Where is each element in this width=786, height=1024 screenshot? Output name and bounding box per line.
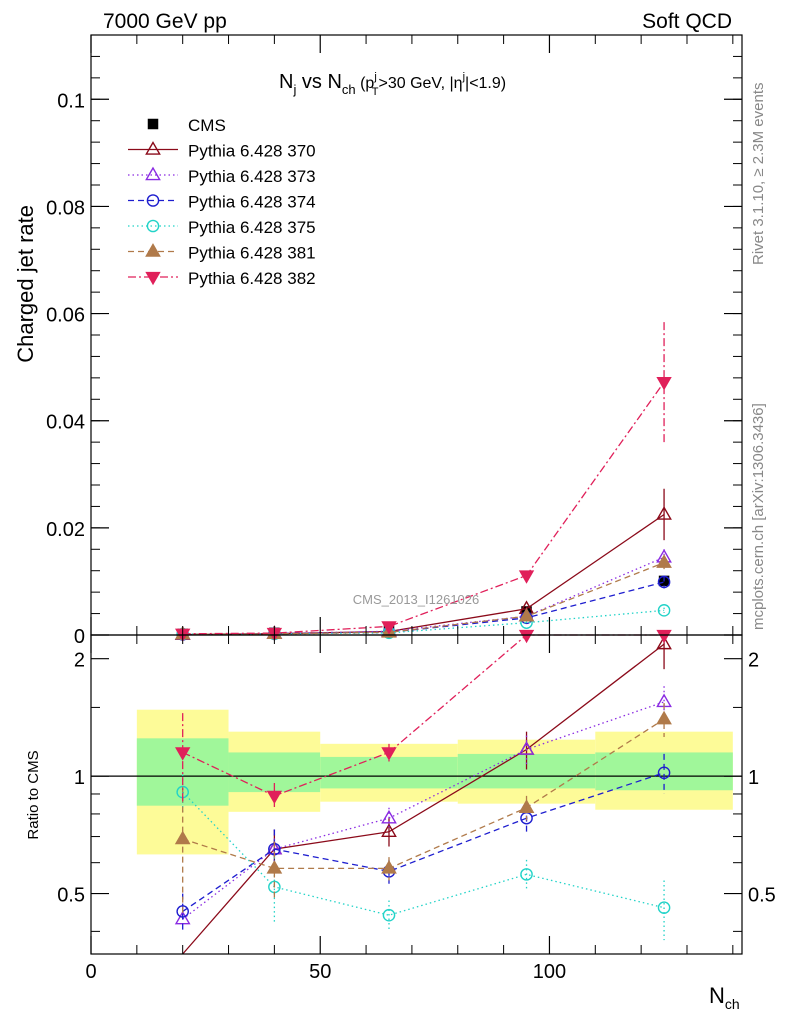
mcplots-source-label: mcplots.cern.ch [arXiv:1306.3436] bbox=[750, 403, 767, 630]
ratio-tick-label: 1 bbox=[74, 767, 85, 789]
x-tick-label: 50 bbox=[309, 961, 331, 983]
legend-marker bbox=[148, 119, 159, 130]
y-tick-label: 0.06 bbox=[46, 305, 85, 327]
legend-item-p373: Pythia 6.428 373 bbox=[128, 167, 316, 186]
ratio-tick-label-right: 2 bbox=[748, 650, 759, 672]
x-axis-label: Nch bbox=[709, 983, 740, 1012]
legend-marker bbox=[146, 272, 159, 284]
series-line-p374 bbox=[183, 582, 664, 635]
legend-label: Pythia 6.428 374 bbox=[188, 193, 316, 212]
data-point-p382 bbox=[657, 378, 670, 390]
legend-label: Pythia 6.428 381 bbox=[188, 244, 316, 263]
y-tick-label: 0.04 bbox=[46, 412, 85, 434]
legend-item-p370: Pythia 6.428 370 bbox=[128, 142, 316, 161]
legend-label: CMS bbox=[188, 116, 226, 135]
ratio-tick-label-right: 0.5 bbox=[748, 885, 776, 907]
legend-item-p382: Pythia 6.428 382 bbox=[128, 269, 316, 288]
top-y-axis-label: Charged jet rate bbox=[13, 205, 38, 363]
ratio-tick-label: 2 bbox=[74, 650, 85, 672]
legend-marker bbox=[146, 245, 159, 257]
y-tick-label: 0.1 bbox=[57, 90, 85, 112]
ratio-y-axis-label: Ratio to CMS bbox=[25, 750, 42, 839]
category-label: Soft QCD bbox=[642, 10, 732, 33]
legend-item-p381: Pythia 6.428 381 bbox=[128, 244, 316, 263]
x-tick-label: 100 bbox=[533, 961, 566, 983]
ratio-tick-label-right: 1 bbox=[748, 767, 759, 789]
legend: CMS Pythia 6.428 370 Pythia 6.428 373 Pythi… bbox=[128, 116, 316, 288]
legend-label: Pythia 6.428 382 bbox=[188, 269, 316, 288]
y-tick-label: 0.08 bbox=[46, 197, 85, 219]
data-point-p382 bbox=[520, 630, 533, 642]
x-tick-label: 0 bbox=[85, 961, 96, 983]
top-panel-title: Nj vs Nch (pjT>30 GeV, |ηj|<1.9) bbox=[279, 71, 506, 98]
legend-marker bbox=[146, 168, 159, 180]
legend-marker bbox=[147, 220, 158, 231]
legend-item-cms: CMS bbox=[148, 116, 226, 135]
legend-item-p375: Pythia 6.428 375 bbox=[128, 218, 316, 237]
energy-label: 7000 GeV pp bbox=[103, 10, 227, 33]
y-tick-label: 0.02 bbox=[46, 519, 85, 541]
legend-label: Pythia 6.428 373 bbox=[188, 167, 316, 186]
legend-label: Pythia 6.428 370 bbox=[188, 142, 316, 161]
analysis-watermark: CMS_2013_I1261026 bbox=[353, 592, 480, 607]
uncertainty-band-green bbox=[320, 757, 458, 788]
legend-marker bbox=[146, 143, 159, 155]
legend-label: Pythia 6.428 375 bbox=[188, 218, 316, 237]
data-point-p381 bbox=[657, 712, 670, 724]
data-point-p382 bbox=[657, 630, 670, 642]
legend-item-p374: Pythia 6.428 374 bbox=[128, 193, 316, 212]
ratio-tick-label: 0.5 bbox=[57, 885, 85, 907]
rivet-version-label: Rivet 3.1.10, ≥ 2.3M events bbox=[750, 83, 767, 266]
y-tick-label: 0 bbox=[74, 626, 85, 648]
